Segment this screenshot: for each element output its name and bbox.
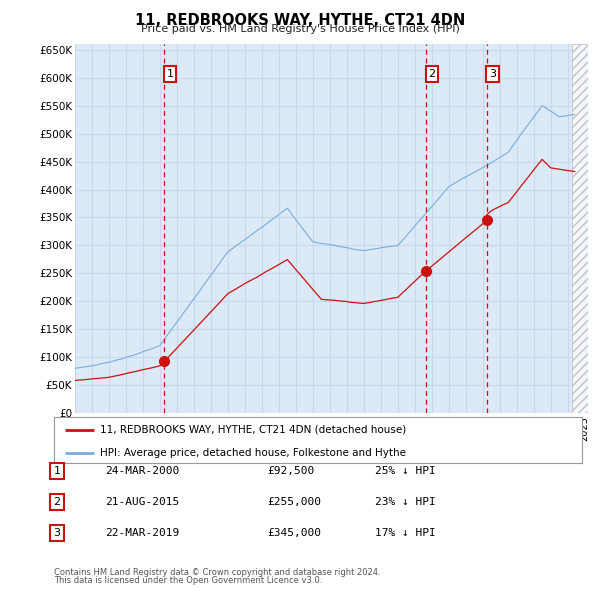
Text: 24-MAR-2000: 24-MAR-2000 xyxy=(105,466,179,476)
Text: £255,000: £255,000 xyxy=(267,497,321,507)
Text: This data is licensed under the Open Government Licence v3.0.: This data is licensed under the Open Gov… xyxy=(54,576,322,585)
Text: 2: 2 xyxy=(428,69,436,79)
Text: 3: 3 xyxy=(53,529,61,538)
Text: HPI: Average price, detached house, Folkestone and Hythe: HPI: Average price, detached house, Folk… xyxy=(100,448,406,458)
Text: 11, REDBROOKS WAY, HYTHE, CT21 4DN: 11, REDBROOKS WAY, HYTHE, CT21 4DN xyxy=(135,13,465,28)
Text: 3: 3 xyxy=(489,69,496,79)
Text: £345,000: £345,000 xyxy=(267,529,321,538)
Text: 1: 1 xyxy=(53,466,61,476)
Text: 25% ↓ HPI: 25% ↓ HPI xyxy=(375,466,436,476)
Text: 2: 2 xyxy=(53,497,61,507)
Text: Contains HM Land Registry data © Crown copyright and database right 2024.: Contains HM Land Registry data © Crown c… xyxy=(54,568,380,577)
Text: 22-MAR-2019: 22-MAR-2019 xyxy=(105,529,179,538)
Text: 1: 1 xyxy=(166,69,173,79)
Text: Price paid vs. HM Land Registry's House Price Index (HPI): Price paid vs. HM Land Registry's House … xyxy=(140,24,460,34)
Text: 17% ↓ HPI: 17% ↓ HPI xyxy=(375,529,436,538)
Text: 23% ↓ HPI: 23% ↓ HPI xyxy=(375,497,436,507)
Text: £92,500: £92,500 xyxy=(267,466,314,476)
Text: 11, REDBROOKS WAY, HYTHE, CT21 4DN (detached house): 11, REDBROOKS WAY, HYTHE, CT21 4DN (deta… xyxy=(100,425,407,435)
Text: 21-AUG-2015: 21-AUG-2015 xyxy=(105,497,179,507)
